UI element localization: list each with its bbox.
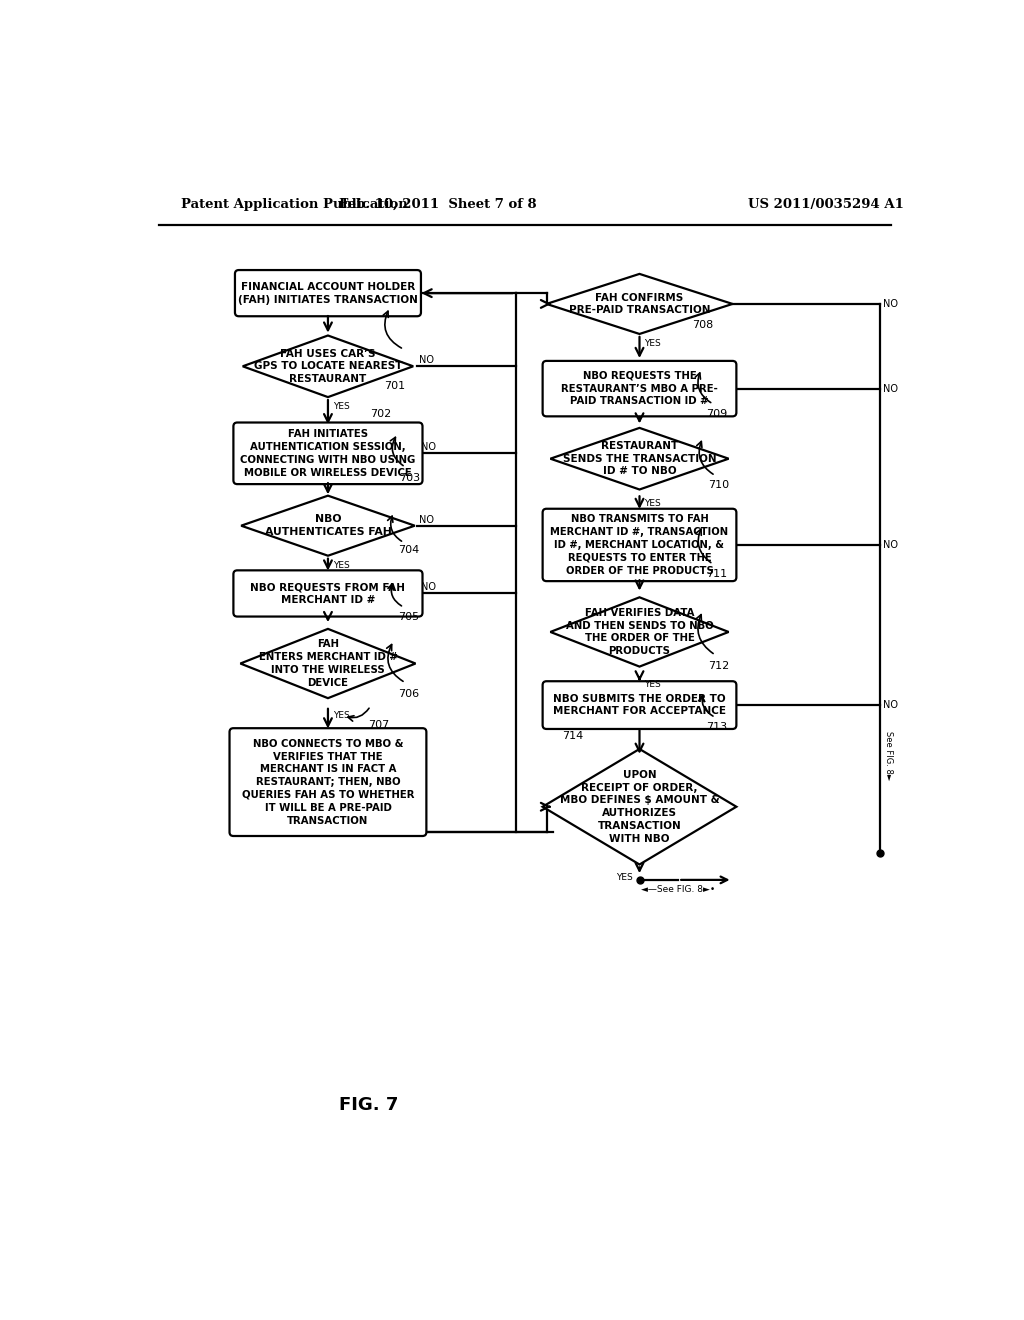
Text: NBO CONNECTS TO MBO &
VERIFIES THAT THE
MERCHANT IS IN FACT A
RESTAURANT; THEN, : NBO CONNECTS TO MBO & VERIFIES THAT THE … <box>242 739 414 825</box>
FancyBboxPatch shape <box>543 360 736 416</box>
Text: 711: 711 <box>707 569 727 579</box>
Text: UPON
RECEIPT OF ORDER,
MBO DEFINES $ AMOUNT &
AUTHORIZES
TRANSACTION
WITH NBO: UPON RECEIPT OF ORDER, MBO DEFINES $ AMO… <box>560 770 719 843</box>
Text: 708: 708 <box>692 321 714 330</box>
FancyBboxPatch shape <box>543 681 736 729</box>
Text: FIG. 7: FIG. 7 <box>339 1097 398 1114</box>
Text: 703: 703 <box>399 473 421 483</box>
Text: NO: NO <box>421 442 436 453</box>
Polygon shape <box>547 275 732 334</box>
Text: NO: NO <box>883 540 898 550</box>
Text: YES: YES <box>644 680 660 689</box>
Text: 707: 707 <box>369 721 389 730</box>
Text: 705: 705 <box>397 611 419 622</box>
Text: 701: 701 <box>384 381 404 391</box>
Text: ◄—See FIG. 8►•: ◄—See FIG. 8►• <box>641 886 716 895</box>
Text: YES: YES <box>333 710 349 719</box>
Text: FINANCIAL ACCOUNT HOLDER
(FAH) INITIATES TRANSACTION: FINANCIAL ACCOUNT HOLDER (FAH) INITIATES… <box>238 281 418 305</box>
Text: FAH CONFIRMS
PRE-PAID TRANSACTION: FAH CONFIRMS PRE-PAID TRANSACTION <box>568 293 711 315</box>
Text: FAH VERIFIES DATA
AND THEN SENDS TO NBO
THE ORDER OF THE
PRODUCTS: FAH VERIFIES DATA AND THEN SENDS TO NBO … <box>565 607 714 656</box>
Text: 713: 713 <box>707 722 727 731</box>
Text: NO: NO <box>421 582 436 593</box>
FancyBboxPatch shape <box>234 271 421 317</box>
Text: NBO TRANSMITS TO FAH
MERCHANT ID #, TRANSACTION
ID #, MERCHANT LOCATION, &
REQUE: NBO TRANSMITS TO FAH MERCHANT ID #, TRAN… <box>551 515 728 576</box>
Text: NO: NO <box>420 355 434 366</box>
Polygon shape <box>241 496 415 556</box>
Text: YES: YES <box>644 499 660 508</box>
Text: NBO
AUTHENTICATES FAH: NBO AUTHENTICATES FAH <box>264 515 391 537</box>
Text: YES: YES <box>616 873 633 882</box>
Text: NO: NO <box>883 700 898 710</box>
Text: NBO SUBMITS THE ORDER TO
MERCHANT FOR ACCEPTANCE: NBO SUBMITS THE ORDER TO MERCHANT FOR AC… <box>553 694 726 717</box>
Polygon shape <box>241 628 416 698</box>
Text: FAH
ENTERS MERCHANT ID #
INTO THE WIRELESS
DEVICE: FAH ENTERS MERCHANT ID # INTO THE WIRELE… <box>258 639 397 688</box>
Text: FAH USES CAR’S
GPS TO LOCATE NEAREST
RESTAURANT: FAH USES CAR’S GPS TO LOCATE NEAREST RES… <box>254 348 402 384</box>
Text: NO: NO <box>420 515 434 524</box>
Text: NBO REQUESTS THE
RESTAURANT’S MBO A PRE-
PAID TRANSACTION ID #: NBO REQUESTS THE RESTAURANT’S MBO A PRE-… <box>561 371 718 407</box>
Text: YES: YES <box>333 561 349 570</box>
FancyBboxPatch shape <box>233 422 423 484</box>
Text: NBO REQUESTS FROM FAH
MERCHANT ID #: NBO REQUESTS FROM FAH MERCHANT ID # <box>251 582 406 605</box>
Text: FAH INITIATES
AUTHENTICATION SESSION,
CONNECTING WITH NBO USING
MOBILE OR WIRELE: FAH INITIATES AUTHENTICATION SESSION, CO… <box>241 429 416 478</box>
Polygon shape <box>550 597 729 667</box>
FancyBboxPatch shape <box>229 729 426 836</box>
Polygon shape <box>243 335 414 397</box>
Text: 714: 714 <box>562 731 584 741</box>
Text: Feb. 10, 2011  Sheet 7 of 8: Feb. 10, 2011 Sheet 7 of 8 <box>339 198 537 211</box>
Text: 712: 712 <box>708 661 729 671</box>
Text: 704: 704 <box>397 545 419 556</box>
Text: Patent Application Publication: Patent Application Publication <box>180 198 408 211</box>
Text: 702: 702 <box>371 409 392 418</box>
Polygon shape <box>543 748 736 865</box>
Polygon shape <box>550 428 729 490</box>
Text: 706: 706 <box>397 689 419 700</box>
Text: YES: YES <box>333 401 349 411</box>
Text: NO: NO <box>883 298 898 309</box>
FancyBboxPatch shape <box>543 508 736 581</box>
FancyBboxPatch shape <box>233 570 423 616</box>
Text: 710: 710 <box>708 480 729 490</box>
Text: 709: 709 <box>707 409 727 418</box>
Text: NO: NO <box>883 384 898 393</box>
Text: RESTAURANT
SENDS THE TRANSACTION
ID # TO NBO: RESTAURANT SENDS THE TRANSACTION ID # TO… <box>562 441 717 477</box>
Text: US 2011/0035294 A1: US 2011/0035294 A1 <box>748 198 903 211</box>
Text: See FIG. 8►: See FIG. 8► <box>885 731 893 780</box>
Text: YES: YES <box>644 339 660 347</box>
